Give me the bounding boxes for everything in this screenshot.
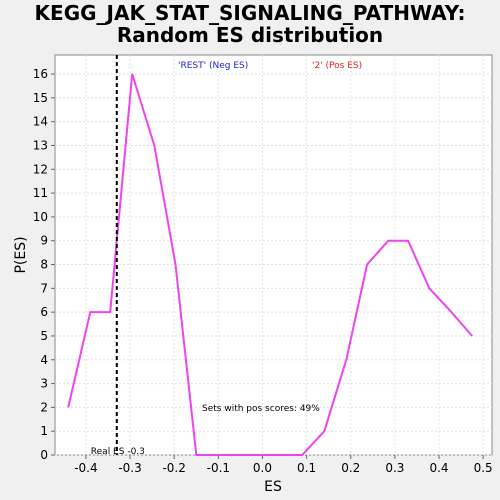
y-tick-label: 4: [40, 353, 48, 367]
pos-scores-annotation: Sets with pos scores: 49%: [202, 404, 320, 414]
x-tick-label: 0.5: [474, 461, 493, 475]
x-tick-label: -0.4: [74, 461, 97, 475]
y-tick-label: 0: [40, 448, 48, 462]
y-axis-label: P(ES): [13, 236, 29, 273]
y-tick-label: 14: [33, 115, 48, 129]
legend-pos-es: '2' (Pos ES): [312, 61, 362, 71]
x-tick-label: 0.0: [253, 461, 272, 475]
x-tick-label: -0.2: [162, 461, 185, 475]
y-tick-label: 2: [40, 400, 48, 414]
x-tick-label: -0.3: [118, 461, 141, 475]
x-tick-label: 0.4: [429, 461, 448, 475]
x-tick-label: 0.3: [385, 461, 404, 475]
y-tick-label: 9: [40, 234, 48, 248]
y-tick-label: 5: [40, 329, 48, 343]
x-axis-ticks: -0.4 -0.3 -0.2 -0.1 0.0 0.1 0.2 0.3 0.4 0.5: [74, 455, 493, 475]
y-tick-label: 10: [33, 210, 48, 224]
y-tick-label: 7: [40, 281, 48, 295]
x-axis-label: ES: [264, 479, 282, 495]
y-tick-label: 1: [40, 424, 48, 438]
x-tick-label: 0.2: [341, 461, 360, 475]
y-tick-label: 12: [33, 162, 48, 176]
real-es-label: Real ES -0.3: [91, 447, 145, 457]
y-tick-label: 13: [33, 138, 48, 152]
y-tick-label: 8: [40, 258, 48, 272]
plot-area: [55, 55, 492, 455]
y-tick-label: 11: [33, 186, 48, 200]
legend-neg-es: 'REST' (Neg ES): [178, 61, 248, 71]
x-tick-label: -0.1: [207, 461, 230, 475]
y-tick-label: 15: [33, 91, 48, 105]
x-tick-label: 0.1: [297, 461, 316, 475]
y-tick-label: 3: [40, 377, 48, 391]
y-tick-label: 6: [40, 305, 48, 319]
y-tick-label: 16: [33, 67, 48, 81]
